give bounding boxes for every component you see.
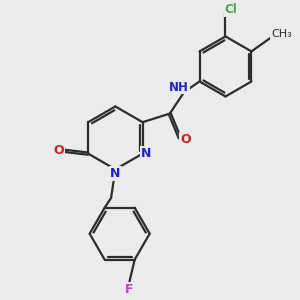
Text: CH₃: CH₃	[271, 29, 292, 39]
Text: N: N	[110, 167, 121, 180]
Text: F: F	[125, 283, 133, 296]
Text: O: O	[180, 133, 191, 146]
Text: Cl: Cl	[225, 3, 238, 16]
Text: O: O	[53, 144, 64, 157]
Text: NH: NH	[169, 80, 189, 94]
Text: N: N	[141, 147, 151, 160]
